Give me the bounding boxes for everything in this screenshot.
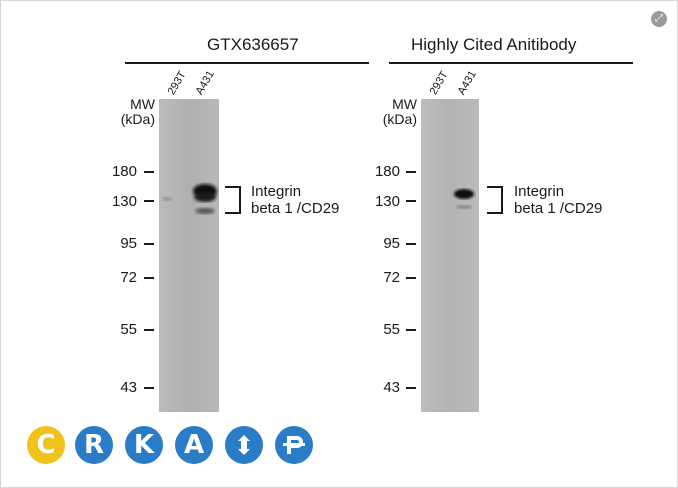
- panel-2-tick-72: [406, 277, 416, 279]
- logo-letter-r: R: [75, 426, 113, 464]
- mw-text: MW: [392, 96, 417, 112]
- panel-2-tick-55: [406, 329, 416, 331]
- panel-2-mw-label: MW (kDa): [371, 97, 417, 127]
- panel-2-marker-43: 43: [383, 379, 400, 396]
- panel-2-tick-180: [406, 171, 416, 173]
- logo-letter-a: A: [175, 426, 213, 464]
- panel-2-marker-180: 180: [374, 163, 400, 180]
- panel-1-tick-55: [144, 329, 154, 331]
- panel-2-bracket: [487, 186, 503, 214]
- kda-text: (kDa): [382, 111, 417, 127]
- panel-1-marker-43: 43: [120, 379, 137, 396]
- panel-2-band-lower: [456, 205, 472, 209]
- panel-2-marker-130: 130: [374, 193, 400, 210]
- panel-1-title: GTX636657: [207, 35, 299, 54]
- logo-p-icon: [275, 426, 313, 464]
- panel-2-band-main: [454, 189, 474, 199]
- panel-2-marker-55: 55: [383, 321, 400, 338]
- logo-arrows-icon: [225, 426, 263, 464]
- annotation-line-2: beta 1 /CD29: [514, 200, 603, 217]
- panel-1-tick-130: [144, 200, 154, 202]
- panel-1-marker-95: 95: [120, 235, 137, 252]
- panel-2-marker-72: 72: [383, 269, 400, 286]
- panel-2-tick-43: [406, 387, 416, 389]
- panel-1-tick-95: [144, 243, 154, 245]
- panel-2-title: Highly Cited Anitibody: [411, 35, 577, 54]
- panel-1-marker-180: 180: [111, 163, 137, 180]
- panel-1-band-lower: [195, 208, 215, 214]
- panel-1-marker-55: 55: [120, 321, 137, 338]
- panel-1-annotation: Integrin beta 1 /CD29: [251, 183, 339, 217]
- panel-2-annotation: Integrin beta 1 /CD29: [514, 183, 602, 217]
- panel-2-tick-130: [406, 200, 416, 202]
- logo-letter-k: K: [125, 426, 163, 464]
- panel-1-lane-293T: 293T: [165, 69, 189, 97]
- panel-2-lane-A431: A431: [455, 68, 479, 97]
- panel-1-tick-72: [144, 277, 154, 279]
- panel-1-bracket: [225, 186, 241, 214]
- panel-1-blot: [159, 99, 219, 412]
- panel-2-rule: [389, 62, 633, 64]
- panel-1-marker-130: 130: [111, 193, 137, 210]
- expand-icon[interactable]: ⤢: [651, 11, 667, 27]
- panel-1-tick-180: [144, 171, 154, 173]
- logo-letter-c: C: [27, 426, 65, 464]
- panel-1-marker-72: 72: [120, 269, 137, 286]
- panel-2-blot: [421, 99, 479, 412]
- panel-2-tick-95: [406, 243, 416, 245]
- kda-text: (kDa): [120, 111, 155, 127]
- annotation-line-1: Integrin: [251, 183, 302, 200]
- panel-1-lane-A431: A431: [193, 68, 217, 97]
- panel-2-lane-293T: 293T: [427, 69, 451, 97]
- panel-1-rule: [125, 62, 369, 64]
- annotation-line-2: beta 1 /CD29: [251, 200, 340, 217]
- panel-1-mw-label: MW (kDa): [109, 97, 155, 127]
- panel-1-tick-43: [144, 387, 154, 389]
- panel-2-marker-95: 95: [383, 235, 400, 252]
- mw-text: MW: [130, 96, 155, 112]
- annotation-line-1: Integrin: [514, 183, 565, 200]
